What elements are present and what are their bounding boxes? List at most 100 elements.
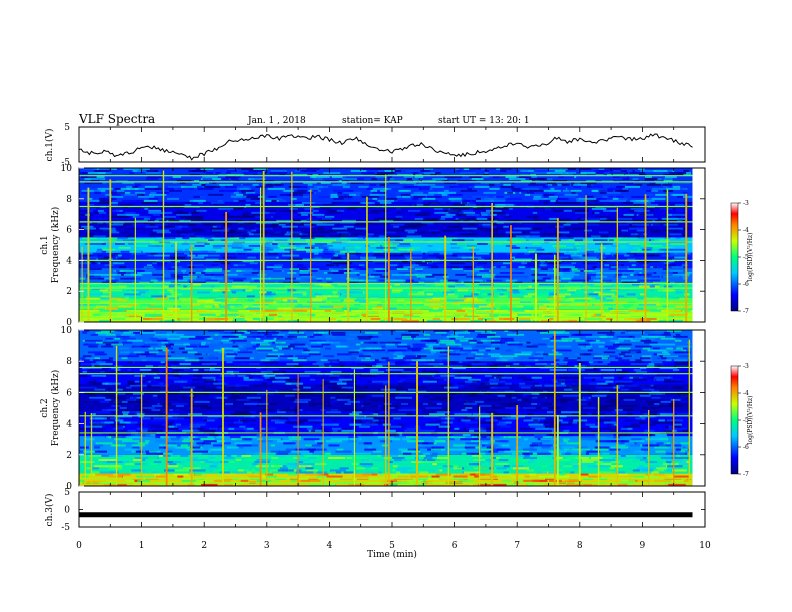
ch2-speckle	[349, 438, 355, 441]
ch1-speckle	[564, 252, 577, 255]
ch1-speckle	[122, 239, 136, 242]
ch1-speckle	[152, 229, 170, 232]
ch1-speckle	[478, 258, 485, 261]
ch1-speckle	[672, 258, 688, 261]
ch1-speckle	[328, 305, 344, 308]
ch1-speckle	[79, 262, 93, 265]
ch2-speckle	[650, 413, 666, 416]
ch2-speckle	[320, 483, 335, 486]
ch1-speckle	[311, 189, 319, 192]
ch2-speckle	[177, 475, 184, 478]
ch1-speckle	[414, 268, 423, 270]
ch2-speckle	[529, 446, 535, 449]
ch2-speckle	[173, 461, 185, 464]
ch1-speckle	[215, 183, 233, 186]
ch2-speckle	[190, 446, 201, 449]
ch1-speckle	[148, 197, 159, 200]
ch2-speckle	[210, 394, 219, 397]
ch1-speckle	[264, 285, 280, 288]
ch2-speckle	[598, 471, 616, 474]
ch1-speckle	[479, 283, 494, 286]
ch2-speckle	[293, 425, 301, 428]
ch2-speckle	[667, 446, 684, 449]
ch1-speckle	[307, 235, 326, 238]
ch1-speckle	[582, 258, 599, 261]
ch2-speckle	[582, 459, 598, 462]
ch1-speckle	[627, 273, 634, 276]
ch1-speckle	[523, 231, 531, 234]
ch1-speckle	[232, 281, 250, 284]
ch2-speckle	[489, 386, 497, 389]
ch1-speckle	[290, 197, 297, 200]
ch1-speckle	[511, 275, 529, 278]
ch2-speckle	[595, 392, 608, 395]
ch1-speckle	[109, 215, 126, 218]
ch1-speckle	[328, 250, 343, 253]
ch2-speckle	[654, 446, 670, 449]
ch1-speckle	[467, 229, 474, 232]
ch1-speckle	[632, 219, 645, 222]
ch1-speckle	[347, 229, 363, 232]
ch2-speckle	[296, 459, 310, 462]
ch1-speckle	[326, 281, 333, 284]
ch2-speckle	[281, 463, 299, 466]
ch1-speckle	[274, 239, 288, 242]
ch1-speckle	[354, 248, 365, 251]
ch1-speckle	[225, 252, 242, 255]
ch1-speckle	[154, 254, 170, 257]
ch1-speckle	[557, 291, 569, 294]
ch1-speckle	[177, 187, 190, 190]
ch2-speckle	[397, 467, 413, 470]
ch1-speckle	[439, 201, 449, 204]
ch2-speckle	[211, 427, 229, 430]
ch1-speckle	[503, 225, 509, 228]
ch1-speckle	[667, 266, 684, 269]
ch1-speckle	[575, 211, 588, 214]
ch2-speckle	[422, 394, 439, 397]
ch1-speckle	[611, 289, 629, 292]
ch1-speckle	[381, 246, 399, 249]
ch2-speckle	[286, 434, 304, 437]
ch2-speckle	[312, 390, 321, 393]
ch1-speckle	[251, 193, 262, 196]
ch2-speckle	[109, 396, 123, 399]
ch1-speckle	[398, 189, 411, 192]
ch2-speckle	[236, 454, 242, 457]
ch2-speckle	[496, 390, 515, 393]
ch1-speckle	[661, 254, 675, 257]
ch2-speckle	[651, 403, 660, 405]
ch1-speckle	[398, 272, 414, 274]
ch2-speckle	[514, 479, 524, 482]
ch1-speckle	[572, 227, 584, 230]
ch1-speckle	[629, 243, 645, 245]
ch2-speckle	[248, 475, 263, 478]
ch1-speckle	[170, 258, 188, 261]
ch1-speckle	[456, 258, 471, 261]
ch1-speckle	[200, 285, 211, 288]
ch1-speckle	[318, 250, 323, 253]
ch1-speckle	[672, 193, 685, 196]
ch1-speckle	[194, 239, 207, 242]
ch1-speckle	[367, 233, 374, 236]
ch2-speckle	[653, 473, 665, 476]
ch2-speckle	[582, 450, 600, 453]
ch2-speckle	[564, 388, 580, 391]
ch1-speckle	[408, 293, 425, 296]
ch1-speckle	[495, 197, 507, 200]
ch1-speckle	[673, 248, 687, 251]
ch1-speckle	[557, 217, 572, 220]
ch1-speckle	[99, 199, 113, 202]
ch1-speckle	[330, 258, 343, 261]
ch1-speckle	[328, 248, 339, 251]
ch1-speckle	[326, 260, 335, 263]
ch1-speckle	[598, 187, 608, 190]
ch1-speckle	[621, 272, 636, 274]
ch1-speckle	[268, 195, 277, 198]
ch2-speckle	[346, 469, 358, 472]
ch1-speckle	[119, 285, 127, 288]
ch1-speckle	[99, 227, 116, 230]
ch1-speckle	[226, 176, 241, 178]
ch2-speckle	[183, 386, 195, 389]
ch1-speckle	[174, 275, 183, 278]
ch1-speckle	[404, 281, 419, 284]
